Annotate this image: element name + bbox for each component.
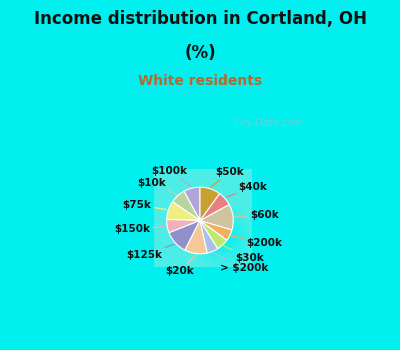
Wedge shape — [167, 219, 200, 233]
Text: (%): (%) — [184, 44, 216, 62]
Text: Income distribution in Cortland, OH: Income distribution in Cortland, OH — [34, 10, 366, 28]
Wedge shape — [184, 187, 200, 220]
Text: City-Data.com: City-Data.com — [234, 118, 304, 128]
Text: $75k: $75k — [123, 200, 166, 210]
Wedge shape — [200, 187, 220, 220]
Text: $40k: $40k — [226, 182, 267, 197]
Wedge shape — [169, 220, 200, 250]
Wedge shape — [200, 204, 233, 230]
Wedge shape — [185, 220, 207, 254]
Wedge shape — [200, 220, 227, 248]
Wedge shape — [200, 220, 232, 240]
Text: White residents: White residents — [138, 74, 262, 88]
Text: > $200k: > $200k — [214, 253, 268, 273]
Wedge shape — [200, 194, 229, 220]
Text: $150k: $150k — [114, 224, 165, 234]
Text: $50k: $50k — [211, 167, 244, 187]
Text: $10k: $10k — [137, 178, 176, 194]
Text: $60k: $60k — [235, 210, 280, 220]
Text: $30k: $30k — [224, 246, 264, 262]
Text: $200k: $200k — [232, 236, 282, 248]
Wedge shape — [200, 220, 218, 253]
Text: $125k: $125k — [126, 244, 174, 260]
Text: $20k: $20k — [165, 256, 196, 276]
Wedge shape — [167, 202, 200, 220]
Text: $100k: $100k — [151, 166, 191, 186]
Wedge shape — [172, 191, 200, 220]
